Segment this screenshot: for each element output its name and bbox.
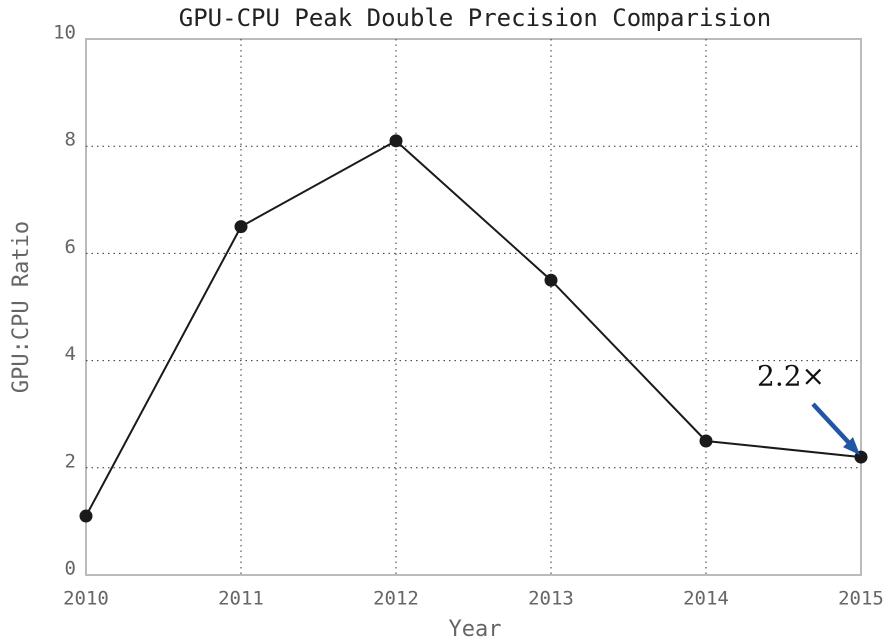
- point: [389, 134, 403, 148]
- y-axis-label: GPU:CPU Ratio: [9, 221, 34, 393]
- chart-title: GPU-CPU Peak Double Precision Comparisio…: [179, 4, 771, 32]
- x-tick-label: 2015: [838, 588, 884, 610]
- point: [544, 273, 558, 287]
- line: [85, 139, 862, 517]
- y-tick-label: 4: [65, 343, 76, 365]
- y-tick-label: 6: [65, 236, 76, 258]
- annotation-text: 2.2×: [757, 360, 825, 393]
- x-axis-label: Year: [449, 617, 502, 642]
- annotation-arrow: [811, 402, 853, 447]
- x-tick-label: 2013: [528, 588, 574, 610]
- x-tick-label: 2014: [683, 588, 729, 610]
- y-tick-label: 2: [65, 450, 76, 472]
- x-tick-label: 2010: [63, 588, 109, 610]
- y-tick-label: 8: [65, 129, 76, 151]
- annotation-arrowhead: [843, 437, 860, 456]
- point: [79, 509, 93, 523]
- y-tick-label: 10: [53, 22, 76, 44]
- x-tick-label: 2012: [373, 588, 419, 610]
- plot-frame: [85, 38, 862, 576]
- point: [699, 434, 713, 448]
- x-tick-label: 2011: [218, 588, 264, 610]
- point: [234, 220, 248, 234]
- y-tick-label: 0: [65, 558, 76, 580]
